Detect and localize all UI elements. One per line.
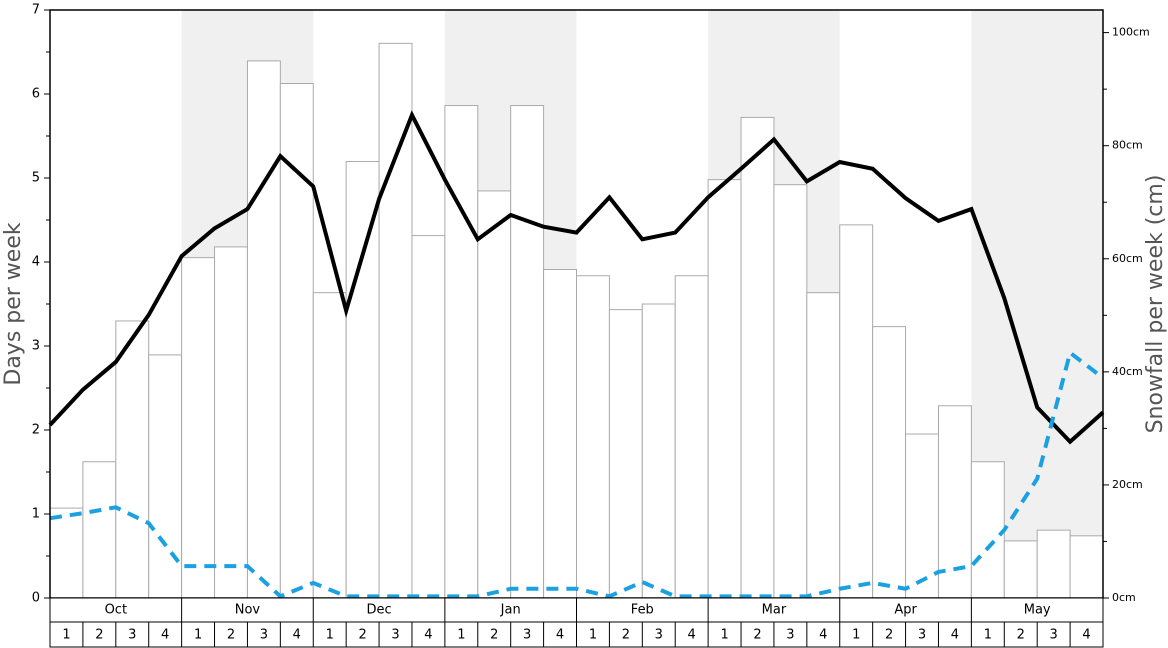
x-tick-label: 1 [589,628,597,643]
y2-tick-label: 100cm [1112,26,1150,39]
bar [707,179,742,599]
x-tick-label: 1 [852,628,860,643]
bar [806,292,841,599]
y2-tick-label: 20cm [1112,478,1143,491]
x-tick-label: 2 [1017,628,1025,643]
bar [378,42,413,599]
bar [576,275,610,599]
y-tick-label: 7 [32,3,40,18]
bar [674,275,709,599]
month-label: Mar [762,603,787,618]
bar [773,184,808,599]
bar [740,116,775,599]
month-label: Oct [105,603,127,618]
month-label: Nov [235,603,261,618]
x-tick-label: 4 [951,628,959,643]
x-tick-label: 2 [95,628,103,643]
bar [411,235,446,599]
x-tick-label: 1 [457,628,465,643]
x-tick-label: 2 [227,628,235,643]
y-axis-title: Days per week [1,222,26,385]
bar [444,105,479,599]
y2-tick-label: 0cm [1112,591,1136,604]
x-tick-label: 4 [1082,628,1090,643]
x-tick-label: 3 [128,628,136,643]
y-tick-label: 4 [32,255,40,270]
bar [1036,529,1071,599]
x-tick-label: 2 [490,628,498,643]
y2-tick-label: 60cm [1112,252,1143,265]
bar [510,105,545,599]
bar [214,246,248,599]
bar [115,320,150,599]
x-tick-label: 1 [326,628,334,643]
bar [82,461,117,599]
x-tick-label: 3 [655,628,663,643]
month-label: May [1024,603,1051,618]
bar [872,326,907,599]
y-tick-label: 2 [32,423,40,438]
bar [1069,535,1104,599]
bar [937,405,972,599]
x-tick-label: 4 [688,628,696,643]
month-label: Apr [894,603,917,618]
y-tick-label: 3 [32,339,40,354]
x-tick-label: 2 [622,628,630,643]
bar [477,190,512,599]
bar [246,60,281,599]
x-tick-label: 4 [161,628,169,643]
x-tick-label: 4 [819,628,827,643]
x-tick-label: 1 [984,628,992,643]
y2-axis-title: Snowfall per week (cm) [1143,175,1168,434]
y2-tick-label: 40cm [1112,365,1143,378]
x-tick-label: 1 [720,628,728,643]
bar [839,224,874,599]
x-tick-label: 4 [293,628,301,643]
x-tick-label: 3 [786,628,794,643]
x-tick-label: 3 [523,628,531,643]
y-tick-label: 1 [32,507,40,522]
bar [608,309,643,599]
x-tick-label: 3 [1050,628,1058,643]
x-tick-label: 1 [194,628,202,643]
x-tick-label: 2 [358,628,366,643]
month-label: Feb [631,603,654,618]
month-label: Dec [366,603,391,618]
month-label: Jan [500,603,521,618]
x-tick-label: 4 [424,628,432,643]
x-tick-label: 3 [918,628,926,643]
y2-tick-label: 80cm [1112,139,1143,152]
bar [970,461,1005,599]
bar [312,292,347,599]
bar [905,433,939,599]
bar [345,161,380,599]
line [48,110,1105,445]
x-tick-label: 4 [556,628,564,643]
x-tick-label: 3 [391,628,399,643]
y-tick-label: 6 [32,87,40,102]
x-tick-label: 3 [260,628,268,643]
line [49,349,1105,599]
bar [641,303,676,599]
x-tick-label: 1 [62,628,70,643]
bar [49,507,84,599]
x-tick-label: 2 [753,628,761,643]
bar [181,257,216,599]
y-tick-label: 5 [32,171,40,186]
bar [543,269,577,599]
y-tick-label: 0 [32,591,40,606]
x-tick-label: 2 [885,628,893,643]
bar [1003,540,1038,599]
